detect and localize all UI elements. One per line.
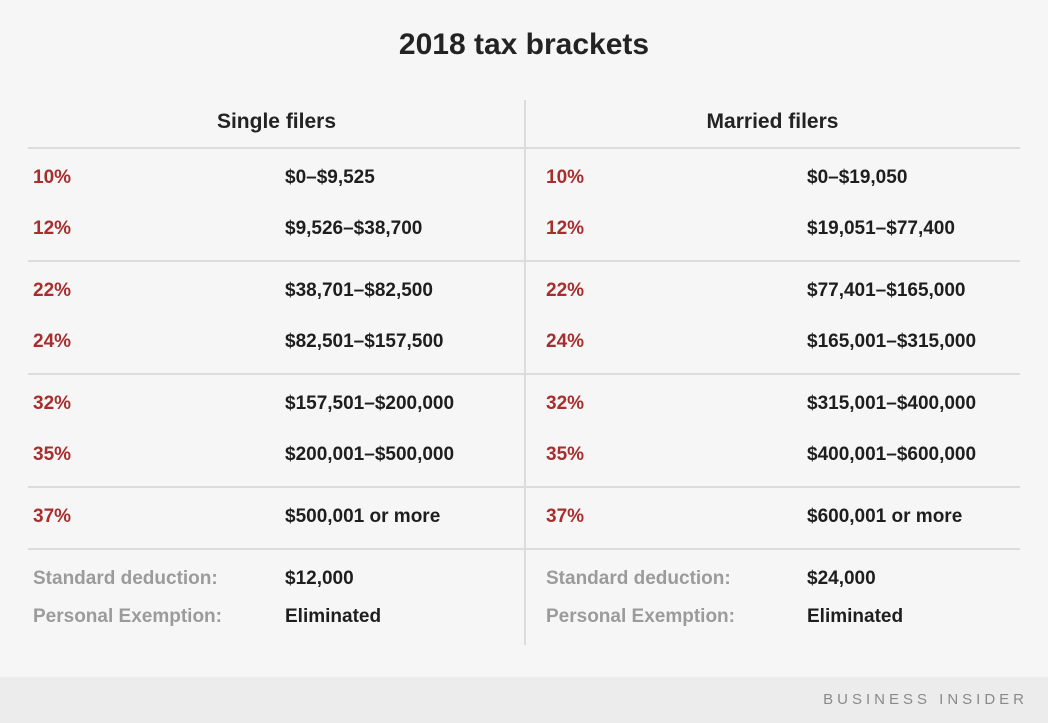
tax-rate-single: 12% [33, 217, 72, 239]
column-divider [524, 100, 526, 645]
business-insider-logo: BUSINESS INSIDER [823, 691, 1028, 708]
footer-value-married: Eliminated [807, 606, 904, 627]
income-range-married: $19,051–$77,400 [807, 217, 955, 239]
bracket-row: 10% $0–$9,525 10% $0–$19,050 [28, 152, 1020, 203]
personal-exemption-row: Personal Exemption: Eliminated Personal … [28, 598, 1020, 636]
footer-value-single: $12,000 [285, 568, 354, 589]
tax-rate-single: 10% [33, 166, 72, 188]
footer-label-married: Personal Exemption: [546, 606, 735, 627]
income-range-married: $315,001–$400,000 [807, 392, 977, 414]
tax-rate-single: 22% [33, 279, 72, 301]
footer-label-single: Personal Exemption: [33, 606, 222, 627]
column-header-single: Single filers [216, 109, 337, 133]
tax-rate-married: 22% [546, 279, 585, 301]
standard-deduction-row: Standard deduction: $12,000 Standard ded… [28, 560, 1020, 598]
bracket-row: 35% $200,001–$500,000 35% $400,001–$600,… [28, 429, 1020, 480]
page-title: 2018 tax brackets [398, 28, 650, 61]
tax-rate-married: 12% [546, 217, 585, 239]
bracket-row: 12% $9,526–$38,700 12% $19,051–$77,400 [28, 203, 1020, 254]
income-range-married: $400,001–$600,000 [807, 443, 977, 465]
tax-rate-single: 32% [33, 392, 72, 414]
income-range-married: $600,001 or more [807, 505, 963, 527]
income-range-single: $500,001 or more [285, 505, 441, 527]
income-range-single: $38,701–$82,500 [285, 279, 433, 301]
income-range-married: $165,001–$315,000 [807, 330, 977, 352]
footer-value-married: $24,000 [807, 568, 876, 589]
tax-rate-married: 10% [546, 166, 585, 188]
tax-rate-single: 37% [33, 505, 72, 527]
income-range-married: $77,401–$165,000 [807, 279, 966, 301]
column-header-married: Married filers [706, 109, 839, 133]
income-range-single: $157,501–$200,000 [285, 392, 455, 414]
bracket-row: 32% $157,501–$200,000 32% $315,001–$400,… [28, 378, 1020, 429]
income-range-single: $9,526–$38,700 [285, 217, 423, 239]
footer-label-single: Standard deduction: [33, 568, 218, 589]
income-range-single: $200,001–$500,000 [285, 443, 455, 465]
income-range-single: $82,501–$157,500 [285, 330, 444, 352]
footer-value-single: Eliminated [285, 606, 382, 627]
income-range-married: $0–$19,050 [807, 166, 908, 188]
tax-rate-married: 24% [546, 330, 585, 352]
tax-rate-married: 37% [546, 505, 585, 527]
branding-band: BUSINESS INSIDER [0, 677, 1048, 723]
bracket-row: 22% $38,701–$82,500 22% $77,401–$165,000 [28, 265, 1020, 316]
bracket-row: 24% $82,501–$157,500 24% $165,001–$315,0… [28, 316, 1020, 367]
tax-rate-married: 32% [546, 392, 585, 414]
bracket-row: 37% $500,001 or more 37% $600,001 or mor… [28, 491, 1020, 542]
tax-rate-single: 24% [33, 330, 72, 352]
income-range-single: $0–$9,525 [285, 166, 375, 188]
deduction-summary: Standard deduction: $12,000 Standard ded… [28, 550, 1020, 636]
footer-label-married: Standard deduction: [546, 568, 731, 589]
tax-rate-single: 35% [33, 443, 72, 465]
tax-rate-married: 35% [546, 443, 585, 465]
